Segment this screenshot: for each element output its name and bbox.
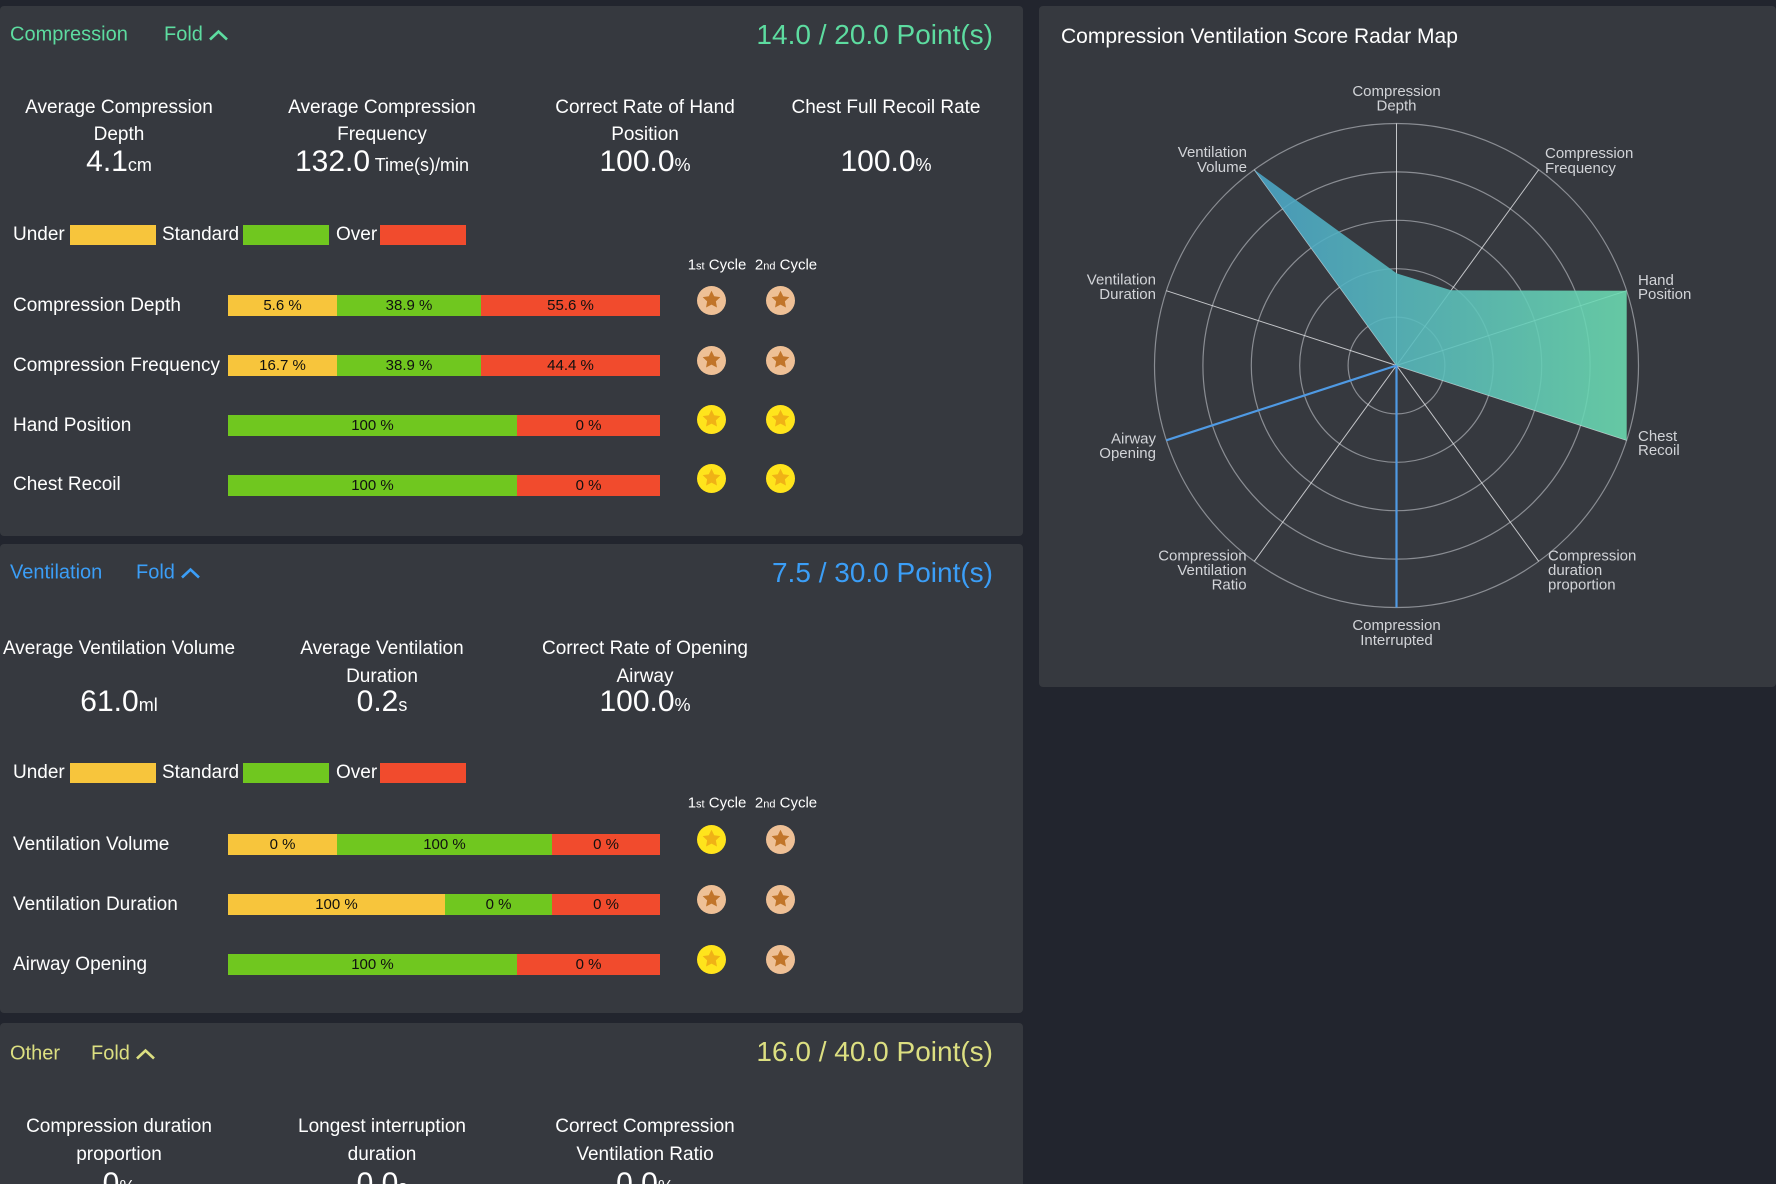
svg-text:Volume: Volume bbox=[1197, 159, 1247, 176]
svg-text:Compression: Compression bbox=[1158, 548, 1246, 565]
svg-text:Position: Position bbox=[1638, 286, 1691, 303]
svg-text:Hand: Hand bbox=[1638, 272, 1674, 289]
svg-text:Interrupted: Interrupted bbox=[1360, 632, 1433, 649]
svg-text:Compression: Compression bbox=[1352, 83, 1440, 100]
svg-text:Frequency: Frequency bbox=[1545, 160, 1616, 177]
svg-text:Ventilation: Ventilation bbox=[1177, 562, 1246, 579]
svg-text:Duration: Duration bbox=[1099, 286, 1156, 303]
svg-text:Compression: Compression bbox=[1352, 617, 1440, 634]
svg-text:Recoil: Recoil bbox=[1638, 442, 1680, 459]
svg-text:proportion: proportion bbox=[1548, 577, 1616, 594]
svg-text:Ventilation: Ventilation bbox=[1087, 272, 1156, 289]
svg-text:Depth: Depth bbox=[1376, 98, 1416, 115]
svg-text:Ratio: Ratio bbox=[1212, 577, 1247, 594]
svg-text:Chest: Chest bbox=[1638, 428, 1678, 445]
svg-text:Compression: Compression bbox=[1548, 548, 1636, 565]
svg-text:Opening: Opening bbox=[1099, 445, 1156, 462]
svg-text:Compression: Compression bbox=[1545, 145, 1633, 162]
svg-text:duration: duration bbox=[1548, 562, 1602, 579]
svg-text:Airway: Airway bbox=[1111, 430, 1157, 447]
svg-text:Ventilation: Ventilation bbox=[1178, 144, 1247, 161]
